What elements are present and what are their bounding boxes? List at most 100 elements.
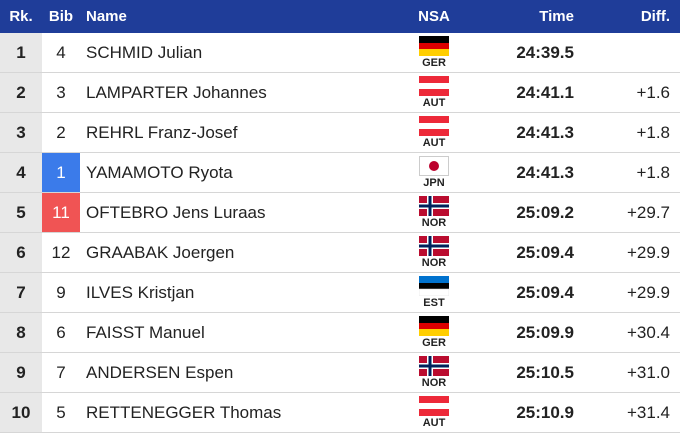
time-cell: 25:10.5	[460, 352, 590, 393]
diff-cell: +29.7	[590, 192, 680, 233]
name-cell: YAMAMOTO Ryota	[80, 152, 408, 193]
nsa-cell: AUT	[408, 392, 460, 433]
rank-cell: 10	[0, 392, 42, 433]
header-cell: Time	[460, 0, 590, 33]
diff-cell: +31.0	[590, 352, 680, 393]
bib-cell: 7	[42, 352, 80, 393]
bib-cell: 9	[42, 272, 80, 313]
time-cell: 25:09.4	[460, 232, 590, 273]
nsa-cell: AUT	[408, 72, 460, 113]
nsa-cell: AUT	[408, 112, 460, 153]
diff-cell: +29.9	[590, 232, 680, 273]
name-cell: SCHMID Julian	[80, 33, 408, 73]
bib-cell: 11	[42, 192, 80, 233]
result-row: 4 1 YAMAMOTO Ryota JPN 24:41.3 +1.8	[0, 152, 680, 193]
name-cell: REHRL Franz-Josef	[80, 112, 408, 153]
flag	[419, 356, 449, 376]
rank-cell: 6	[0, 232, 42, 273]
diff-cell: +1.8	[590, 112, 680, 153]
result-row: 2 3 LAMPARTER Johannes AUT 24:41.1 +1.6	[0, 72, 680, 113]
name-cell: LAMPARTER Johannes	[80, 72, 408, 113]
result-row: 9 7 ANDERSEN Espen NOR 25:10.5 +31.0	[0, 352, 680, 393]
header-cell: NSA	[408, 0, 460, 33]
nsa-code: AUT	[422, 417, 446, 429]
rank-cell: 1	[0, 33, 42, 73]
diff-cell: +1.8	[590, 152, 680, 193]
nsa-cell: JPN	[408, 152, 460, 193]
flag	[419, 316, 449, 336]
flag	[419, 116, 449, 136]
bib-cell: 3	[42, 72, 80, 113]
bib-cell: 6	[42, 312, 80, 353]
result-row: 1 4 SCHMID Julian GER 24:39.5	[0, 33, 680, 73]
time-cell: 24:41.1	[460, 72, 590, 113]
diff-cell: +1.6	[590, 72, 680, 113]
result-row: 5 11 OFTEBRO Jens Luraas NOR 25:09.2 +29.7	[0, 192, 680, 233]
result-row: 10 5 RETTENEGGER Thomas AUT 25:10.9 +31.4	[0, 392, 680, 433]
rank-cell: 4	[0, 152, 42, 193]
header-cell: Rk.	[0, 0, 42, 33]
table-body: 1 4 SCHMID Julian GER 24:39.5 2 3 LAMPARTER Joh…	[0, 33, 680, 433]
bib-cell: 12	[42, 232, 80, 273]
name-cell: ANDERSEN Espen	[80, 352, 408, 393]
time-cell: 25:10.9	[460, 392, 590, 433]
header-row: Rk. Bib Name NSA Time Diff.	[0, 0, 680, 33]
nsa-code: NOR	[421, 377, 447, 389]
rank-cell: 2	[0, 72, 42, 113]
time-cell: 25:09.9	[460, 312, 590, 353]
name-cell: OFTEBRO Jens Luraas	[80, 192, 408, 233]
time-cell: 24:39.5	[460, 33, 590, 73]
nsa-code: EST	[423, 297, 445, 309]
rank-cell: 9	[0, 352, 42, 393]
header-cell: Bib	[42, 0, 80, 33]
nsa-code: NOR	[421, 217, 447, 229]
diff-cell	[590, 33, 680, 73]
nsa-code: GER	[422, 337, 446, 349]
header-cell: Name	[80, 0, 408, 33]
name-cell: FAISST Manuel	[80, 312, 408, 353]
flag	[419, 236, 449, 256]
time-cell: 25:09.4	[460, 272, 590, 313]
result-row: 7 9 ILVES Kristjan EST 25:09.4 +29.9	[0, 272, 680, 313]
flag	[419, 36, 449, 56]
rank-cell: 7	[0, 272, 42, 313]
name-cell: ILVES Kristjan	[80, 272, 408, 313]
result-row: 3 2 REHRL Franz-Josef AUT 24:41.3 +1.8	[0, 112, 680, 153]
bib-cell: 2	[42, 112, 80, 153]
time-cell: 24:41.3	[460, 152, 590, 193]
nsa-cell: NOR	[408, 232, 460, 273]
result-row: 8 6 FAISST Manuel GER 25:09.9 +30.4	[0, 312, 680, 353]
name-cell: RETTENEGGER Thomas	[80, 392, 408, 433]
flag	[419, 276, 449, 296]
nsa-cell: GER	[408, 33, 460, 73]
time-cell: 24:41.3	[460, 112, 590, 153]
nsa-cell: GER	[408, 312, 460, 353]
rank-cell: 5	[0, 192, 42, 233]
flag	[419, 396, 449, 416]
flag	[419, 76, 449, 96]
nsa-cell: NOR	[408, 192, 460, 233]
flag	[419, 156, 449, 176]
bib-cell: 1	[42, 152, 80, 193]
bib-cell: 4	[42, 33, 80, 73]
nsa-code: NOR	[421, 257, 447, 269]
diff-cell: +29.9	[590, 272, 680, 313]
nsa-cell: EST	[408, 272, 460, 313]
diff-cell: +30.4	[590, 312, 680, 353]
nsa-code: AUT	[422, 97, 446, 109]
diff-cell: +31.4	[590, 392, 680, 433]
result-row: 6 12 GRAABAK Joergen NOR 25:09.4 +29.9	[0, 232, 680, 273]
bib-cell: 5	[42, 392, 80, 433]
header-cell: Diff.	[590, 0, 680, 33]
rank-cell: 3	[0, 112, 42, 153]
flag	[419, 196, 449, 216]
rank-cell: 8	[0, 312, 42, 353]
nsa-cell: NOR	[408, 352, 460, 393]
name-cell: GRAABAK Joergen	[80, 232, 408, 273]
nsa-code: JPN	[423, 177, 445, 189]
nsa-code: AUT	[422, 137, 446, 149]
nsa-code: GER	[422, 57, 446, 69]
time-cell: 25:09.2	[460, 192, 590, 233]
